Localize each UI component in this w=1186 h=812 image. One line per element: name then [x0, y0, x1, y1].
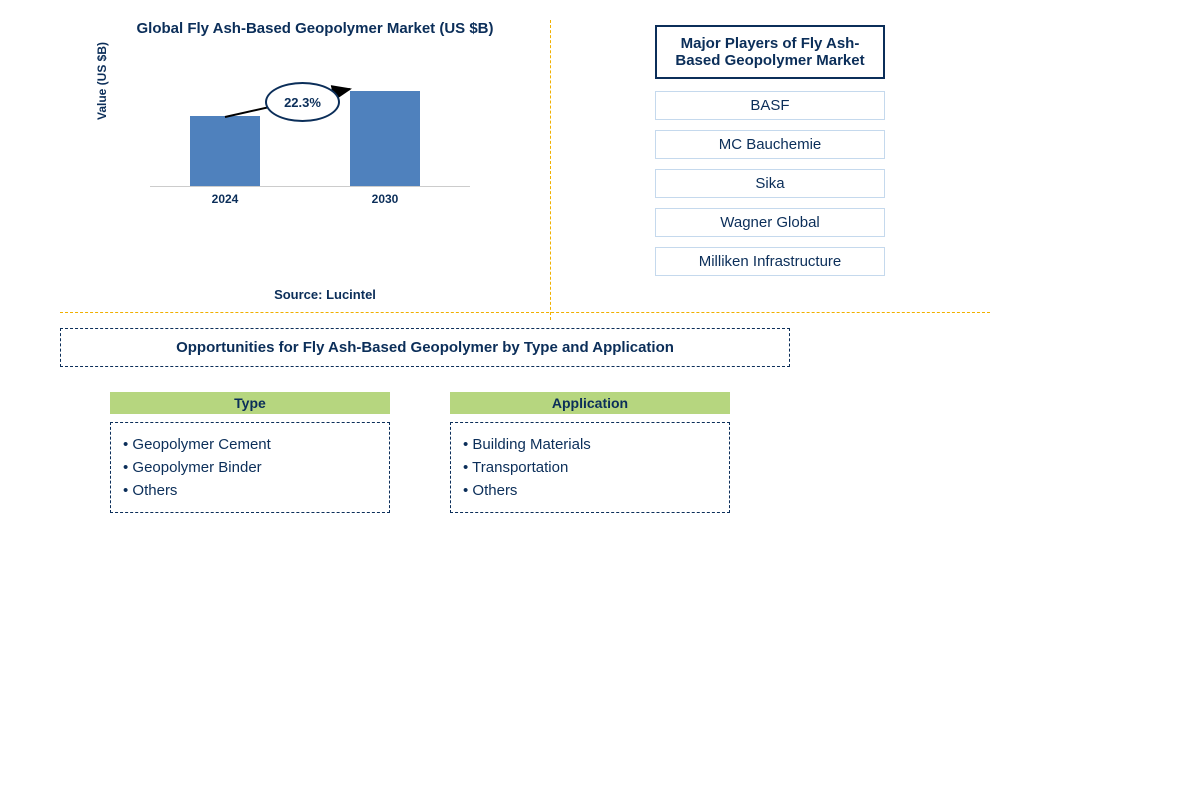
- x-tick-2024: 2024: [190, 192, 260, 206]
- growth-rate-value: 22.3%: [284, 95, 321, 110]
- bar-2030: [350, 91, 420, 186]
- bar-2024: [190, 116, 260, 186]
- y-axis-label: Value (US $B): [95, 42, 109, 120]
- segment-type: Type Geopolymer Cement Geopolymer Binder…: [110, 392, 390, 513]
- player-item: Sika: [655, 169, 885, 198]
- plot-area: 22.3%: [150, 67, 470, 187]
- segment-item: Geopolymer Binder: [123, 456, 377, 479]
- segment-list-type: Geopolymer Cement Geopolymer Binder Othe…: [110, 422, 390, 513]
- segments-row: Type Geopolymer Cement Geopolymer Binder…: [60, 392, 1126, 513]
- player-item: MC Bauchemie: [655, 130, 885, 159]
- major-players-panel: Major Players of Fly Ash-Based Geopolyme…: [610, 20, 930, 302]
- segment-item: Others: [463, 479, 717, 502]
- chart-title: Global Fly Ash-Based Geopolymer Market (…: [100, 20, 530, 37]
- players-header: Major Players of Fly Ash-Based Geopolyme…: [655, 25, 885, 79]
- growth-rate-bubble: 22.3%: [265, 82, 340, 122]
- vertical-divider: [550, 20, 551, 320]
- segment-application: Application Building Materials Transport…: [450, 392, 730, 513]
- top-section: Global Fly Ash-Based Geopolymer Market (…: [60, 20, 1126, 302]
- segment-list-application: Building Materials Transportation Others: [450, 422, 730, 513]
- bar-chart: 22.3% 2024 2030: [120, 67, 530, 237]
- horizontal-divider: [60, 312, 990, 313]
- segment-item: Building Materials: [463, 433, 717, 456]
- segment-item: Others: [123, 479, 377, 502]
- player-item: BASF: [655, 91, 885, 120]
- source-label: Source: Lucintel: [120, 287, 530, 302]
- chart-panel: Global Fly Ash-Based Geopolymer Market (…: [60, 20, 550, 302]
- segment-header-type: Type: [110, 392, 390, 414]
- segment-item: Transportation: [463, 456, 717, 479]
- player-item: Wagner Global: [655, 208, 885, 237]
- x-tick-2030: 2030: [350, 192, 420, 206]
- segment-header-application: Application: [450, 392, 730, 414]
- player-item: Milliken Infrastructure: [655, 247, 885, 276]
- segment-item: Geopolymer Cement: [123, 433, 377, 456]
- opportunities-header: Opportunities for Fly Ash-Based Geopolym…: [60, 328, 790, 367]
